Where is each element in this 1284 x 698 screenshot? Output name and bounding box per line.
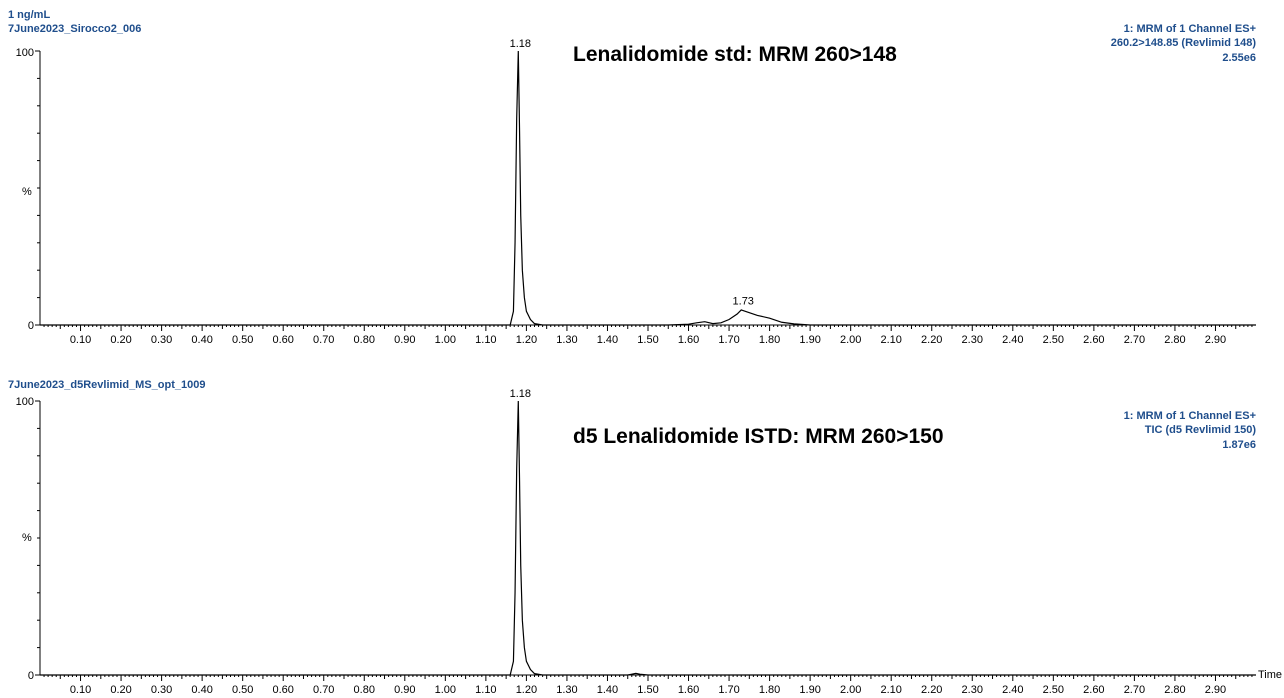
x-tick-label: 1.90 [799, 334, 820, 346]
x-tick-label: 1.10 [475, 684, 496, 696]
x-tick-label: 1.50 [637, 334, 658, 346]
x-tick-label: 2.30 [962, 684, 983, 696]
x-tick-label: 0.90 [394, 684, 415, 696]
x-tick-label: 0.80 [354, 334, 375, 346]
trace-info-line-1: 1: MRM of 1 Channel ES+ [1124, 410, 1256, 422]
x-tick-label: 0.70 [313, 684, 334, 696]
x-tick-label: 2.00 [840, 684, 861, 696]
x-tick-label: 1.00 [435, 334, 456, 346]
x-tick-label: 1.80 [759, 684, 780, 696]
file-name: 7June2023_d5Revlimid_MS_opt_1009 [8, 379, 206, 391]
x-tick-label: 0.10 [70, 334, 91, 346]
x-tick-label: 2.10 [880, 334, 901, 346]
x-tick-label: 0.70 [313, 334, 334, 346]
x-tick-label: 2.20 [921, 684, 942, 696]
x-tick-label: 2.70 [1124, 334, 1145, 346]
chart-panel-1: 1 ng/mL 7June2023_Sirocco2_006 1: MRM of… [8, 9, 1256, 346]
x-tick-label: 1.70 [718, 684, 739, 696]
trace-info-line-1: 1: MRM of 1 Channel ES+ [1124, 23, 1256, 35]
x-tick-label: 0.80 [354, 684, 375, 696]
x-tick-label: 2.60 [1083, 334, 1104, 346]
peak-label: 1.73 [733, 296, 754, 308]
x-tick-label: 2.30 [962, 334, 983, 346]
x-tick-label: 2.90 [1205, 684, 1226, 696]
chart-panel-2: 7June2023_d5Revlimid_MS_opt_1009 1: MRM … [8, 379, 1282, 696]
y-axis-ticks [35, 400, 40, 676]
x-tick-label: 1.60 [678, 334, 699, 346]
x-tick-label: 1.30 [556, 334, 577, 346]
trace-info-line-3: 2.55e6 [1222, 52, 1256, 64]
peak-labels: 1.18 [510, 388, 531, 400]
x-tick-label: 0.20 [110, 334, 131, 346]
x-axis-ticks [43, 675, 1253, 681]
trace-info-line-2: 260.2>148.85 (Revlimid 148) [1111, 37, 1257, 49]
x-tick-label: 1.50 [637, 684, 658, 696]
x-tick-label: 0.60 [272, 334, 293, 346]
x-tick-label: 0.50 [232, 334, 253, 346]
x-tick-label: 2.50 [1043, 684, 1064, 696]
x-tick-label: 1.30 [556, 684, 577, 696]
x-tick-label: 2.40 [1002, 684, 1023, 696]
x-tick-label: 2.80 [1164, 684, 1185, 696]
x-tick-label: 2.50 [1043, 334, 1064, 346]
x-tick-label: 0.40 [191, 334, 212, 346]
y-tick-label-max: 100 [16, 396, 34, 408]
x-tick-label: 0.20 [110, 684, 131, 696]
x-tick-label: 1.80 [759, 334, 780, 346]
x-tick-label: 2.20 [921, 334, 942, 346]
y-tick-label-max: 100 [16, 47, 34, 59]
x-tick-label: 1.20 [516, 684, 537, 696]
y-axis-ticks [35, 50, 40, 326]
y-tick-label-zero: 0 [28, 670, 34, 682]
x-axis-label: Time [1258, 669, 1282, 681]
x-tick-label: 0.50 [232, 684, 253, 696]
peak-labels: 1.18 1.73 [510, 38, 754, 308]
x-tick-label: 2.10 [880, 684, 901, 696]
x-tick-label: 2.60 [1083, 684, 1104, 696]
y-axis-label: % [22, 532, 32, 544]
x-tick-label: 1.00 [435, 684, 456, 696]
series-trace [40, 400, 1256, 676]
x-axis-tick-labels: 0.10 0.20 0.30 0.40 0.50 0.60 0.70 0.80 0.90 1.00… [70, 684, 1226, 696]
y-axis-label: % [22, 186, 32, 198]
x-tick-label: 1.40 [597, 684, 618, 696]
x-axis-tick-labels: 0.10 0.20 0.30 0.40 0.50 0.60 0.70 0.80 0.90 1.00… [70, 334, 1226, 346]
x-tick-label: 0.60 [272, 684, 293, 696]
chart-annotation: Lenalidomide std: MRM 260>148 [573, 43, 897, 66]
x-tick-label: 2.00 [840, 334, 861, 346]
file-name: 7June2023_Sirocco2_006 [8, 23, 141, 35]
x-tick-label: 2.90 [1205, 334, 1226, 346]
trace-info-line-3: 1.87e6 [1222, 439, 1256, 451]
x-tick-label: 0.30 [151, 684, 172, 696]
x-tick-label: 0.10 [70, 684, 91, 696]
series-trace [40, 50, 1256, 326]
x-tick-label: 1.10 [475, 334, 496, 346]
x-tick-label: 0.40 [191, 684, 212, 696]
peak-label: 1.18 [510, 38, 531, 50]
x-tick-label: 1.20 [516, 334, 537, 346]
x-tick-label: 0.90 [394, 334, 415, 346]
x-tick-label: 2.80 [1164, 334, 1185, 346]
x-tick-label: 1.70 [718, 334, 739, 346]
chart-annotation: d5 Lenalidomide ISTD: MRM 260>150 [573, 425, 944, 448]
trace-info-line-2: TIC (d5 Revlimid 150) [1145, 424, 1257, 436]
x-tick-label: 2.70 [1124, 684, 1145, 696]
x-tick-label: 2.40 [1002, 334, 1023, 346]
x-tick-label: 1.40 [597, 334, 618, 346]
x-tick-label: 1.90 [799, 684, 820, 696]
x-axis-ticks [43, 325, 1253, 331]
y-tick-label-zero: 0 [28, 320, 34, 332]
x-tick-label: 1.60 [678, 684, 699, 696]
x-tick-label: 0.30 [151, 334, 172, 346]
sample-label: 1 ng/mL [8, 9, 50, 21]
peak-label: 1.18 [510, 388, 531, 400]
